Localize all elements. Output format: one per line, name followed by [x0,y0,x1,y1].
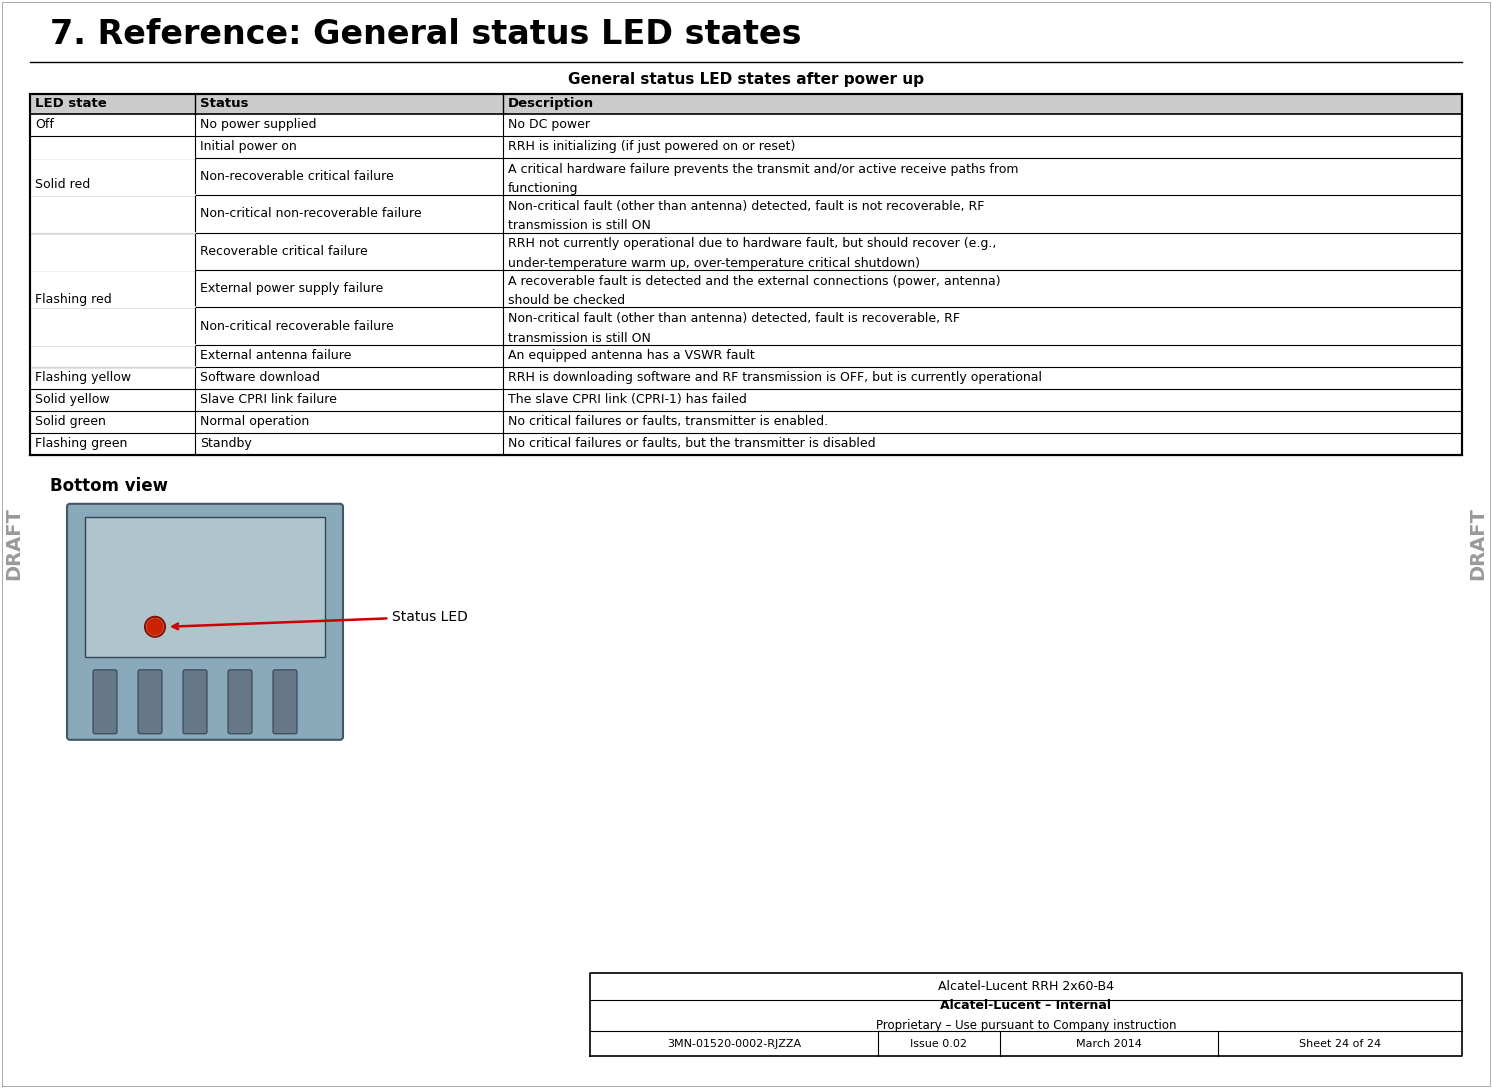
Text: Solid yellow: Solid yellow [34,393,109,406]
Text: External power supply failure: External power supply failure [200,282,383,295]
Text: External antenna failure: External antenna failure [200,349,351,362]
Text: No critical failures or faults, but the transmitter is disabled: No critical failures or faults, but the … [507,437,876,450]
Text: RRH is downloading software and RF transmission is OFF, but is currently operati: RRH is downloading software and RF trans… [507,371,1041,384]
FancyBboxPatch shape [93,670,116,733]
Text: Non-critical fault (other than antenna) detected, fault is recoverable, RF: Non-critical fault (other than antenna) … [507,312,959,325]
Text: DRAFT: DRAFT [4,508,24,580]
Text: Non-recoverable critical failure: Non-recoverable critical failure [200,170,394,183]
Text: under-temperature warm up, over-temperature critical shutdown): under-temperature warm up, over-temperat… [507,257,919,270]
Text: Bottom view: Bottom view [51,477,169,495]
FancyBboxPatch shape [67,504,343,740]
Text: Alcatel-Lucent RRH 2x60-B4: Alcatel-Lucent RRH 2x60-B4 [938,980,1115,992]
Text: No power supplied: No power supplied [200,119,316,132]
Text: Non-critical recoverable failure: Non-critical recoverable failure [200,320,394,333]
Text: Standby: Standby [200,437,252,450]
FancyBboxPatch shape [184,670,207,733]
Bar [30,94,1462,114]
Text: RRH not currently operational due to hardware fault, but should recover (e.g.,: RRH not currently operational due to har… [507,237,997,250]
Text: Flashing yellow: Flashing yellow [34,371,131,384]
Text: Issue 0.02: Issue 0.02 [910,1039,967,1049]
Text: Normal operation: Normal operation [200,416,309,429]
Text: General status LED states after power up: General status LED states after power up [568,72,924,87]
Text: A critical hardware failure prevents the transmit and/or active receive paths fr: A critical hardware failure prevents the… [507,162,1018,175]
Bar [85,517,325,657]
Text: 3MN-01520-0002-RJZZA: 3MN-01520-0002-RJZZA [667,1039,801,1049]
Text: 7. Reference: General status LED states: 7. Reference: General status LED states [51,18,801,51]
Text: LED state: LED state [34,98,107,110]
Circle shape [148,619,163,634]
Text: A recoverable fault is detected and the external connections (power, antenna): A recoverable fault is detected and the … [507,274,1000,287]
FancyBboxPatch shape [137,670,163,733]
Text: Solid green: Solid green [34,416,106,429]
Text: Flashing red: Flashing red [34,293,112,306]
Text: Software download: Software download [200,371,319,384]
FancyBboxPatch shape [273,670,297,733]
Text: Slave CPRI link failure: Slave CPRI link failure [200,393,337,406]
Text: Status LED: Status LED [173,609,468,629]
Text: Status: Status [200,98,248,110]
Text: The slave CPRI link (CPRI-1) has failed: The slave CPRI link (CPRI-1) has failed [507,393,746,406]
FancyBboxPatch shape [228,670,252,733]
Text: RRH is initializing (if just powered on or reset): RRH is initializing (if just powered on … [507,140,795,153]
Text: No critical failures or faults, transmitter is enabled.: No critical failures or faults, transmit… [507,416,828,429]
Text: Off: Off [34,119,54,132]
Text: transmission is still ON: transmission is still ON [507,332,651,345]
Text: transmission is still ON: transmission is still ON [507,220,651,233]
Text: DRAFT: DRAFT [1468,508,1488,580]
Text: Initial power on: Initial power on [200,140,297,153]
Text: Sheet 24 of 24: Sheet 24 of 24 [1300,1039,1382,1049]
Text: Non-critical fault (other than antenna) detected, fault is not recoverable, RF: Non-critical fault (other than antenna) … [507,200,983,213]
Text: Flashing green: Flashing green [34,437,127,450]
Text: March 2014: March 2014 [1076,1039,1141,1049]
Text: No DC power: No DC power [507,119,589,132]
Text: Alcatel-Lucent – Internal: Alcatel-Lucent – Internal [940,999,1112,1012]
Text: functioning: functioning [507,182,577,195]
Text: Non-critical non-recoverable failure: Non-critical non-recoverable failure [200,208,421,221]
Text: should be checked: should be checked [507,294,625,307]
Text: An equipped antenna has a VSWR fault: An equipped antenna has a VSWR fault [507,349,755,362]
Text: Recoverable critical failure: Recoverable critical failure [200,245,367,258]
Text: Proprietary – Use pursuant to Company instruction: Proprietary – Use pursuant to Company in… [876,1018,1176,1031]
Text: Description: Description [507,98,594,110]
Text: Solid red: Solid red [34,177,90,190]
